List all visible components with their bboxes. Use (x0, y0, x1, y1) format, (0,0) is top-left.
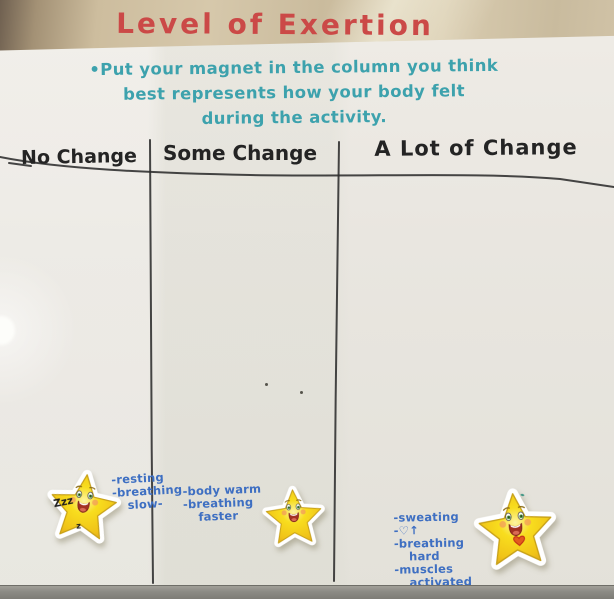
star-magnet-no-change[interactable]: Zzz z (33, 457, 134, 561)
column-header-no-change: No Change (20, 144, 138, 170)
zzz-mark-small: z (76, 520, 82, 530)
star-magnet-some-change[interactable] (254, 471, 335, 567)
star-face (69, 485, 99, 513)
star-face (499, 506, 532, 537)
board-title: Level of Exertion (116, 6, 434, 43)
zzz-marks: Zzz (53, 495, 75, 511)
column-divider-1 (149, 139, 154, 584)
column-header-some-change: Some Change (162, 141, 318, 165)
star-magnet-a-lot-of-change[interactable] (462, 476, 571, 588)
instruction-line-3: during the activity. (201, 107, 388, 128)
instruction-line-2: best represents how your body felt (122, 81, 466, 104)
column-divider-2 (333, 141, 340, 582)
star-face (281, 499, 306, 523)
light-reflection (0, 316, 15, 345)
whiteboard-bottom-tray (0, 585, 614, 599)
a-lot-of-change-notes: -sweating -♡↑ -breathing hard -muscles a… (393, 510, 472, 590)
board-instructions: •Put your magnet in the column you think… (55, 52, 534, 132)
note-line: faster (198, 508, 239, 524)
board-smudge-dot (300, 391, 303, 394)
heart-icon (513, 535, 526, 547)
some-change-notes: -body warm -breathing faster (182, 482, 262, 525)
column-header-a-lot-of-change: A Lot of Change (374, 135, 578, 161)
head-fleck (520, 493, 525, 497)
no-change-notes: -resting -breathing slow- (111, 470, 183, 513)
board-smudge-dot (265, 383, 268, 386)
